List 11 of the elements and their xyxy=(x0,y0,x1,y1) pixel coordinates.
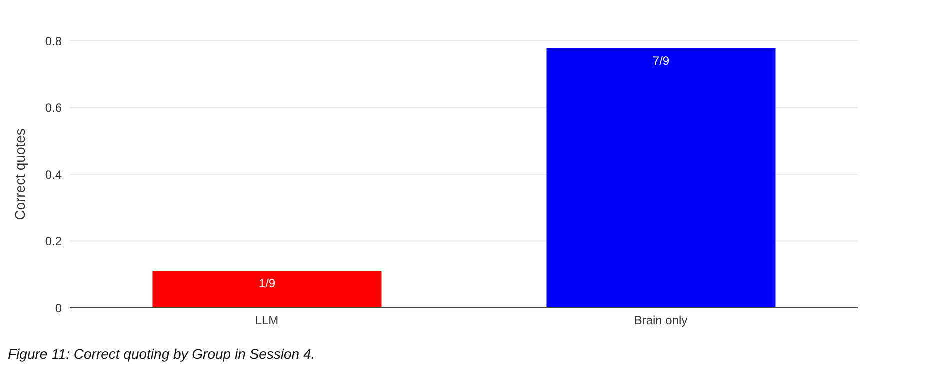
y-tick-label: 0.6 xyxy=(45,101,62,116)
y-axis-title: Correct quotes xyxy=(12,128,28,220)
data-label: 7/9 xyxy=(652,54,670,68)
y-tick-label: 0.8 xyxy=(45,34,62,48)
y-tick-label: 0.4 xyxy=(45,168,62,182)
x-tick-label: Brain only xyxy=(634,314,688,328)
caption: Figure 11: Correct quoting by Group in Session 4. xyxy=(8,346,316,362)
y-tick-label: 0 xyxy=(55,301,62,316)
data-label: 1/9 xyxy=(258,276,276,290)
x-tick-label: LLM xyxy=(255,314,279,328)
y-tick-label: 0.2 xyxy=(45,234,62,249)
